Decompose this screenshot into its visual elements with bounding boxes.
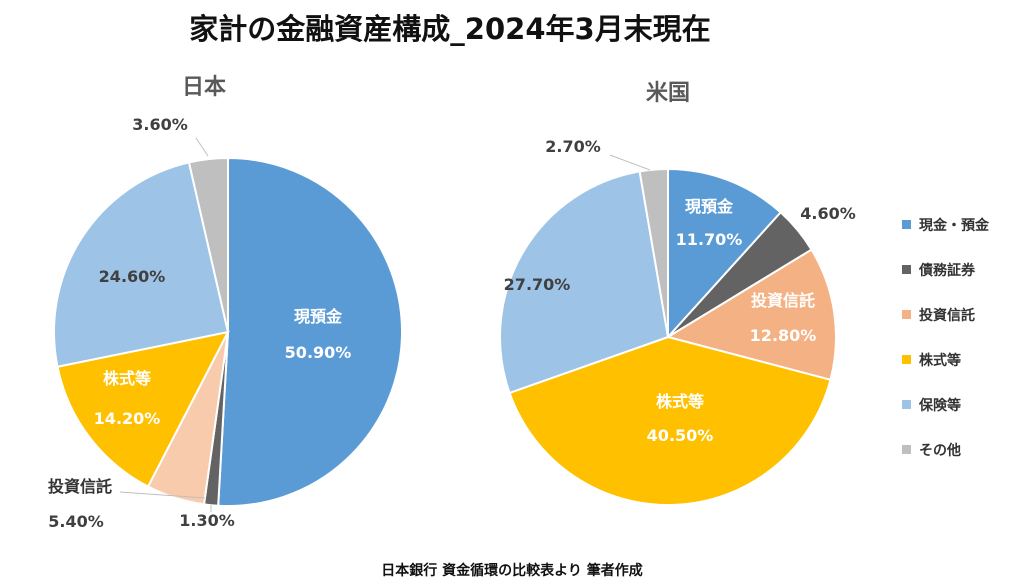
slice-value-label: 14.20% <box>94 409 161 428</box>
slice-value-label: 11.70% <box>676 230 743 249</box>
slice-category-label: 投資信託 <box>751 291 815 310</box>
legend-swatch <box>902 445 911 454</box>
legend-label: 株式等 <box>919 353 961 369</box>
slice-category-label: 現預金 <box>685 197 734 216</box>
legend-item: 債務証券 <box>902 259 1024 283</box>
slice-value-label: 1.30% <box>179 511 235 530</box>
slice-value-label: 24.60% <box>99 267 166 286</box>
leader-line <box>119 491 206 499</box>
chart-title: 家計の金融資産構成_2024年3月末現在 <box>189 12 711 46</box>
pie-slice <box>638 167 669 338</box>
legend-item: 株式等 <box>902 349 1024 373</box>
legend-label: 保険等 <box>919 398 961 414</box>
pie-slice <box>508 335 832 506</box>
legend-item: 現金・預金 <box>902 214 1024 238</box>
slice-value-label: 3.60% <box>132 115 188 134</box>
legend-item: 投資信託 <box>902 304 1024 328</box>
source-note: 日本銀行 資金循環の比較表より 筆者作成 <box>381 563 643 579</box>
pie-title: 米国 <box>646 81 690 106</box>
slice-category-label: 株式等 <box>103 369 151 388</box>
legend-swatch <box>902 400 911 409</box>
pie-slice <box>56 330 230 488</box>
slice-value-label: 4.60% <box>800 204 856 223</box>
legend-label: その他 <box>919 443 961 459</box>
leader-line <box>609 154 651 171</box>
pie-slice <box>667 167 783 340</box>
legend-swatch <box>902 265 911 274</box>
pie-slice <box>217 156 404 507</box>
pie-slice <box>187 156 229 333</box>
legend-label: 投資信託 <box>919 308 975 324</box>
pie-slice <box>499 170 670 395</box>
leader-line <box>195 137 209 157</box>
legend-swatch <box>902 310 911 319</box>
slice-value-label: 27.70% <box>504 275 571 294</box>
legend-label: 現金・預金 <box>919 218 989 234</box>
slice-category-label: 現預金 <box>294 307 343 326</box>
slice-value-label: 12.80% <box>750 326 817 345</box>
slice-category-label: 投資信託 <box>48 477 112 496</box>
legend-swatch <box>902 355 911 364</box>
slice-value-label: 5.40% <box>48 512 104 531</box>
legend-swatch <box>902 220 911 229</box>
pie-slice <box>53 161 230 368</box>
legend-item: 保険等 <box>902 394 1024 418</box>
legend-label: 債務証券 <box>919 263 975 279</box>
slice-value-label: 40.50% <box>647 426 714 445</box>
slice-value-label: 50.90% <box>285 343 352 362</box>
pie-title: 日本 <box>182 75 226 100</box>
legend: 現金・預金 債務証券 投資信託 株式等 保険等 その他 <box>902 214 1024 484</box>
legend-item: その他 <box>902 439 1024 463</box>
slice-value-label: 2.70% <box>545 137 601 156</box>
slice-category-label: 株式等 <box>656 392 704 411</box>
